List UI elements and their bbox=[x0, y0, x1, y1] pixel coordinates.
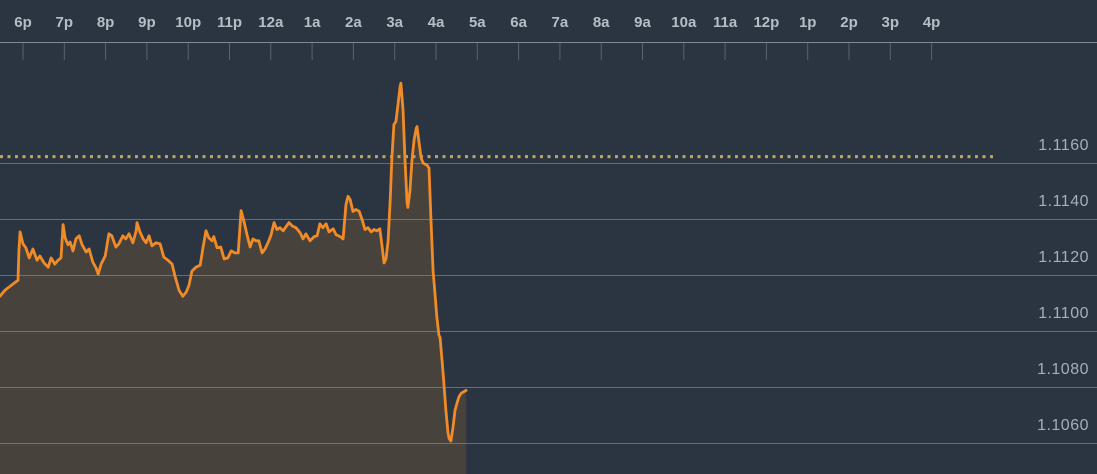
x-axis-label: 6a bbox=[510, 14, 527, 31]
price-line bbox=[0, 81, 468, 443]
x-axis-label: 12p bbox=[753, 14, 779, 31]
x-axis-label: 11p bbox=[217, 14, 242, 31]
x-axis-label: 2a bbox=[345, 14, 362, 31]
y-axis-label: 1.1080 bbox=[1037, 361, 1089, 378]
x-axis-label: 5a bbox=[469, 14, 486, 31]
x-axis-label: 12a bbox=[258, 14, 284, 31]
y-axis-label: 1.1160 bbox=[1038, 137, 1089, 154]
x-axis-label: 1p bbox=[799, 14, 817, 31]
x-axis-label: 10p bbox=[175, 14, 201, 31]
y-axis-label: 1.1100 bbox=[1038, 305, 1089, 322]
x-axis-label: 3p bbox=[882, 14, 900, 31]
x-axis-label: 2p bbox=[840, 14, 858, 31]
x-axis-label: 3a bbox=[386, 14, 403, 31]
x-axis-label: 4p bbox=[923, 14, 941, 31]
x-axis-label: 10a bbox=[671, 14, 697, 31]
x-axis-label: 9p bbox=[138, 14, 156, 31]
x-axis-label: 6p bbox=[14, 14, 32, 31]
x-axis-label: 4a bbox=[428, 14, 445, 31]
y-axis-label: 1.1120 bbox=[1038, 249, 1089, 266]
price-area-fill bbox=[0, 83, 467, 474]
y-axis-label: 1.1060 bbox=[1037, 417, 1089, 434]
x-axis-label: 8p bbox=[97, 14, 115, 31]
x-axis-label: 11a bbox=[713, 14, 738, 31]
y-axis-label: 1.1140 bbox=[1038, 193, 1089, 210]
x-axis-label: 9a bbox=[634, 14, 651, 31]
x-axis-label: 7p bbox=[56, 14, 74, 31]
x-axis-label: 1a bbox=[304, 14, 321, 31]
x-axis-label: 7a bbox=[552, 14, 569, 31]
x-axis-label: 8a bbox=[593, 14, 610, 31]
